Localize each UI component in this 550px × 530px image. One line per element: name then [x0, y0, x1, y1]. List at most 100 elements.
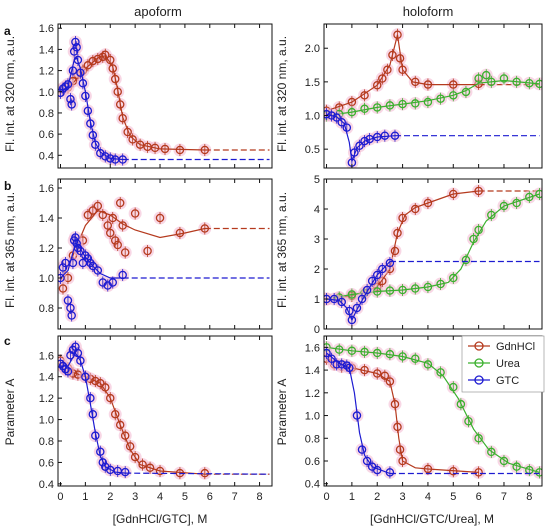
- data-point-gdnhcl-14: [115, 100, 125, 109]
- x-tick-label-c-apo-4: 4: [157, 491, 163, 503]
- data-point-urea-2: [347, 107, 357, 117]
- data-point-gdnhcl-6: [383, 65, 392, 75]
- x-tick-label-c-apo-7: 7: [232, 491, 238, 503]
- data-point-urea-5: [385, 101, 395, 110]
- data-point-gdnhcl-21: [160, 144, 170, 154]
- x-tick-label-c-holo-7: 7: [501, 491, 507, 503]
- data-point-urea-18: [535, 79, 542, 89]
- x-tick-label-c-apo-3: 3: [132, 491, 138, 503]
- data-point-urea-16: [512, 77, 521, 87]
- data-point-urea-12: [474, 74, 483, 83]
- data-point-gtc-9: [72, 239, 81, 248]
- y-tick-label-c-holo-2: 0.8: [305, 433, 320, 445]
- data-point-gdnhcl-14: [120, 431, 130, 440]
- data-point-gtc-6: [68, 258, 78, 268]
- y-axis-label-c-holo: Parameter A: [275, 379, 289, 446]
- data-point-gtc-13: [96, 447, 105, 456]
- legend-marker-gtc: [474, 375, 484, 385]
- data-point-gtc-18: [120, 467, 130, 477]
- data-point-gdnhcl-14: [474, 468, 483, 477]
- data-point-gdnhcl-9: [398, 213, 407, 223]
- data-point-gtc-0: [58, 88, 65, 98]
- x-tick-label-c-holo-6: 6: [476, 491, 482, 503]
- axes-frame-c-apo: [57, 335, 273, 487]
- panel-label-b: b: [4, 179, 11, 193]
- data-point-gdnhcl-11: [423, 198, 433, 208]
- panels: 0.4 0.6 0.8 1.0 1.2 1.4 1.6 0.5 1.0 1.5 2.0 0.8 1.0 1…: [39, 23, 543, 503]
- data-point-gtc-13: [81, 91, 90, 101]
- data-point-urea-5: [385, 286, 395, 295]
- y-axis-label-b-holo: Fl. int. at 365 nm, a.u.: [275, 192, 289, 308]
- data-point-gtc-2: [61, 364, 70, 374]
- y-tick-label-c-apo-0: 0.4: [39, 479, 54, 491]
- data-point-urea-8: [423, 282, 433, 292]
- y-tick-label-b-holo-5: 5: [314, 174, 320, 186]
- y-tick-label-b-apo-3: 1.4: [39, 213, 54, 225]
- y-tick-label-a-holo-1: 1.0: [305, 111, 320, 123]
- data-point-gtc-21: [118, 270, 127, 280]
- data-point-gtc-4: [66, 351, 75, 360]
- legend-marker-urea: [474, 358, 484, 368]
- y-tick-label-b-apo-4: 1.6: [39, 183, 54, 195]
- data-point-gtc-5: [345, 363, 354, 373]
- data-point-gdnhcl-16: [120, 248, 130, 257]
- x-tick-label-c-holo-4: 4: [425, 491, 431, 503]
- data-point-gtc-3: [63, 367, 73, 376]
- data-point-gdnhcl-10: [101, 383, 110, 392]
- y-tick-label-b-apo-0: 0.8: [39, 303, 54, 315]
- y-tick-label-b-holo-2: 2: [314, 264, 320, 276]
- y-tick-label-c-apo-2: 0.8: [39, 436, 54, 448]
- x-tick-label-c-holo-1: 1: [349, 491, 355, 503]
- data-point-gdnhcl-5: [83, 210, 93, 220]
- data-point-gtc-10: [73, 55, 83, 65]
- x-tick-label-c-apo-5: 5: [182, 491, 188, 503]
- data-point-gdnhcl-9: [96, 378, 105, 388]
- data-point-gtc-4: [347, 315, 357, 325]
- plot-area-a-holo: [324, 28, 542, 168]
- data-point-urea-14: [487, 447, 496, 457]
- data-point-urea-16: [512, 198, 521, 208]
- data-point-gdnhcl-13: [449, 80, 458, 89]
- data-point-gtc-17: [91, 140, 100, 149]
- y-tick-label-c-holo-1: 0.6: [305, 456, 320, 468]
- y-tick-label-a-apo-4: 1.2: [39, 66, 54, 78]
- y-tick-label-c-holo-5: 1.4: [305, 365, 320, 377]
- data-point-gtc-0: [324, 348, 331, 358]
- data-point-gtc-8: [362, 456, 372, 466]
- data-point-gtc-6: [352, 411, 362, 420]
- data-point-gtc-12: [390, 131, 400, 140]
- data-point-urea-17: [525, 192, 534, 202]
- data-point-urea-11: [461, 255, 471, 265]
- data-point-urea-8: [423, 360, 433, 369]
- data-point-gtc-14: [83, 106, 93, 116]
- data-point-urea-1: [334, 345, 344, 354]
- data-point-gtc-0: [324, 109, 331, 119]
- data-point-gdnhcl-7: [93, 54, 103, 64]
- x-tick-label-c-holo-0: 0: [323, 491, 329, 503]
- data-point-gdnhcl-20: [150, 143, 160, 153]
- data-point-gtc-12: [91, 431, 100, 440]
- y-tick-label-a-apo-0: 0.4: [39, 150, 54, 162]
- data-point-urea-12: [469, 234, 478, 244]
- data-point-gtc-19: [101, 152, 110, 161]
- data-point-gtc-12: [78, 79, 88, 88]
- x-tick-label-c-holo-8: 8: [526, 491, 532, 503]
- y-tick-label-b-holo-0: 0: [314, 324, 320, 336]
- data-point-gdnhcl-5: [83, 61, 93, 70]
- y-tick-label-c-holo-6: 1.6: [305, 342, 320, 354]
- data-point-gtc-9: [372, 270, 382, 280]
- y-tick-label-c-holo-0: 0.4: [305, 479, 320, 491]
- data-point-gtc-1: [327, 354, 336, 363]
- data-point-gdnhcl-19: [155, 466, 165, 476]
- data-point-urea-6: [398, 285, 407, 295]
- data-point-gtc-11: [385, 258, 395, 268]
- data-point-urea-15: [499, 456, 509, 466]
- data-point-gtc-11: [385, 468, 395, 477]
- data-point-gtc-3: [337, 360, 346, 369]
- panel-c-apo: 0 1 2 3 4 5 6 7 8 0.4 0.6 0.8 1.0 1.2 1.4 1.6: [39, 335, 273, 503]
- data-point-gtc-10: [378, 264, 387, 274]
- data-point-gdnhcl-13: [113, 87, 122, 97]
- data-point-gtc-17: [93, 266, 103, 275]
- data-point-gtc-2: [332, 113, 341, 122]
- data-point-gdnhcl-23: [200, 145, 210, 155]
